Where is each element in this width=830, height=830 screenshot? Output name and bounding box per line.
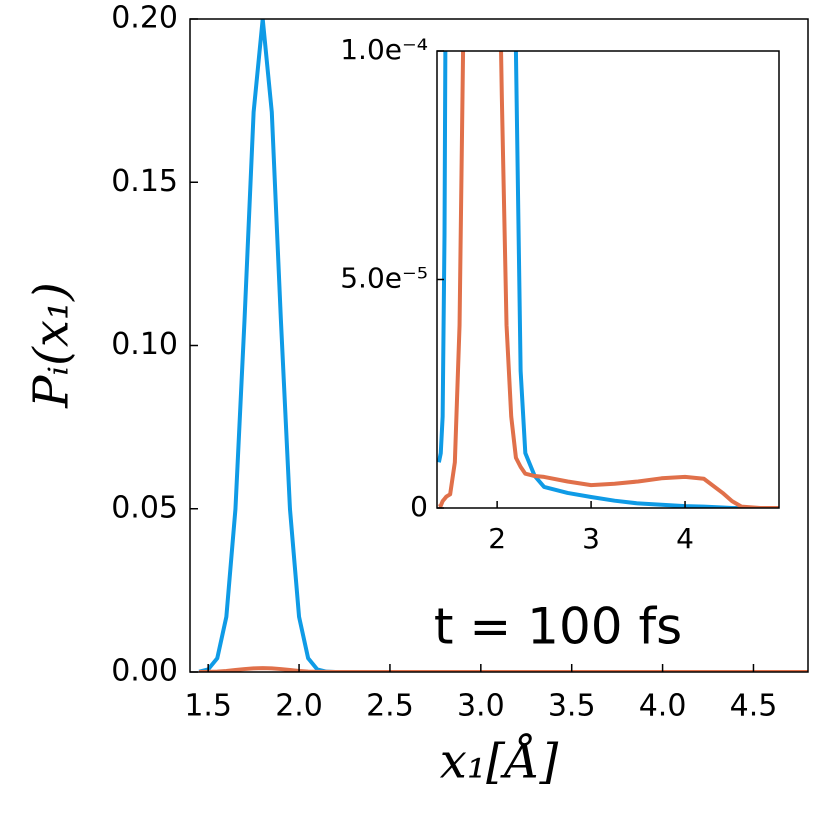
y-tick-label: 0.05: [111, 490, 178, 525]
x-tick-label: 3: [582, 522, 600, 555]
y-tick-label: 1.0e⁻⁴: [340, 33, 428, 66]
x-tick-label: 2.0: [275, 689, 323, 724]
x-tick-label: 2.5: [366, 689, 414, 724]
y-tick-label: 5.0e⁻⁵: [340, 262, 428, 295]
annotation: t = 100 fs: [434, 598, 682, 656]
y-tick-label: 0.00: [111, 654, 178, 689]
y-tick-label: 0.10: [111, 327, 178, 362]
line-series: [437, 51, 779, 508]
x-tick-label: 4.0: [639, 689, 687, 724]
x-axis-label: x₁[Å]: [440, 733, 559, 790]
y-tick-label: 0.15: [111, 164, 178, 199]
plot-area: [437, 51, 779, 508]
y-tick-label: 0: [410, 490, 428, 523]
y-tick-label: 0.20: [111, 1, 178, 36]
plot-background: [437, 51, 779, 508]
x-tick-label: 4.5: [730, 689, 778, 724]
x-tick-label: 4: [676, 522, 694, 555]
y-axis-label: Pᵢ(x₁): [24, 282, 80, 409]
x-tick-label: 3.0: [457, 689, 505, 724]
line-series: [438, 51, 779, 508]
x-tick-label: 2: [488, 522, 506, 555]
x-tick-label: 1.5: [184, 689, 232, 724]
x-tick-label: 3.5: [548, 689, 596, 724]
line-series: [198, 19, 808, 672]
